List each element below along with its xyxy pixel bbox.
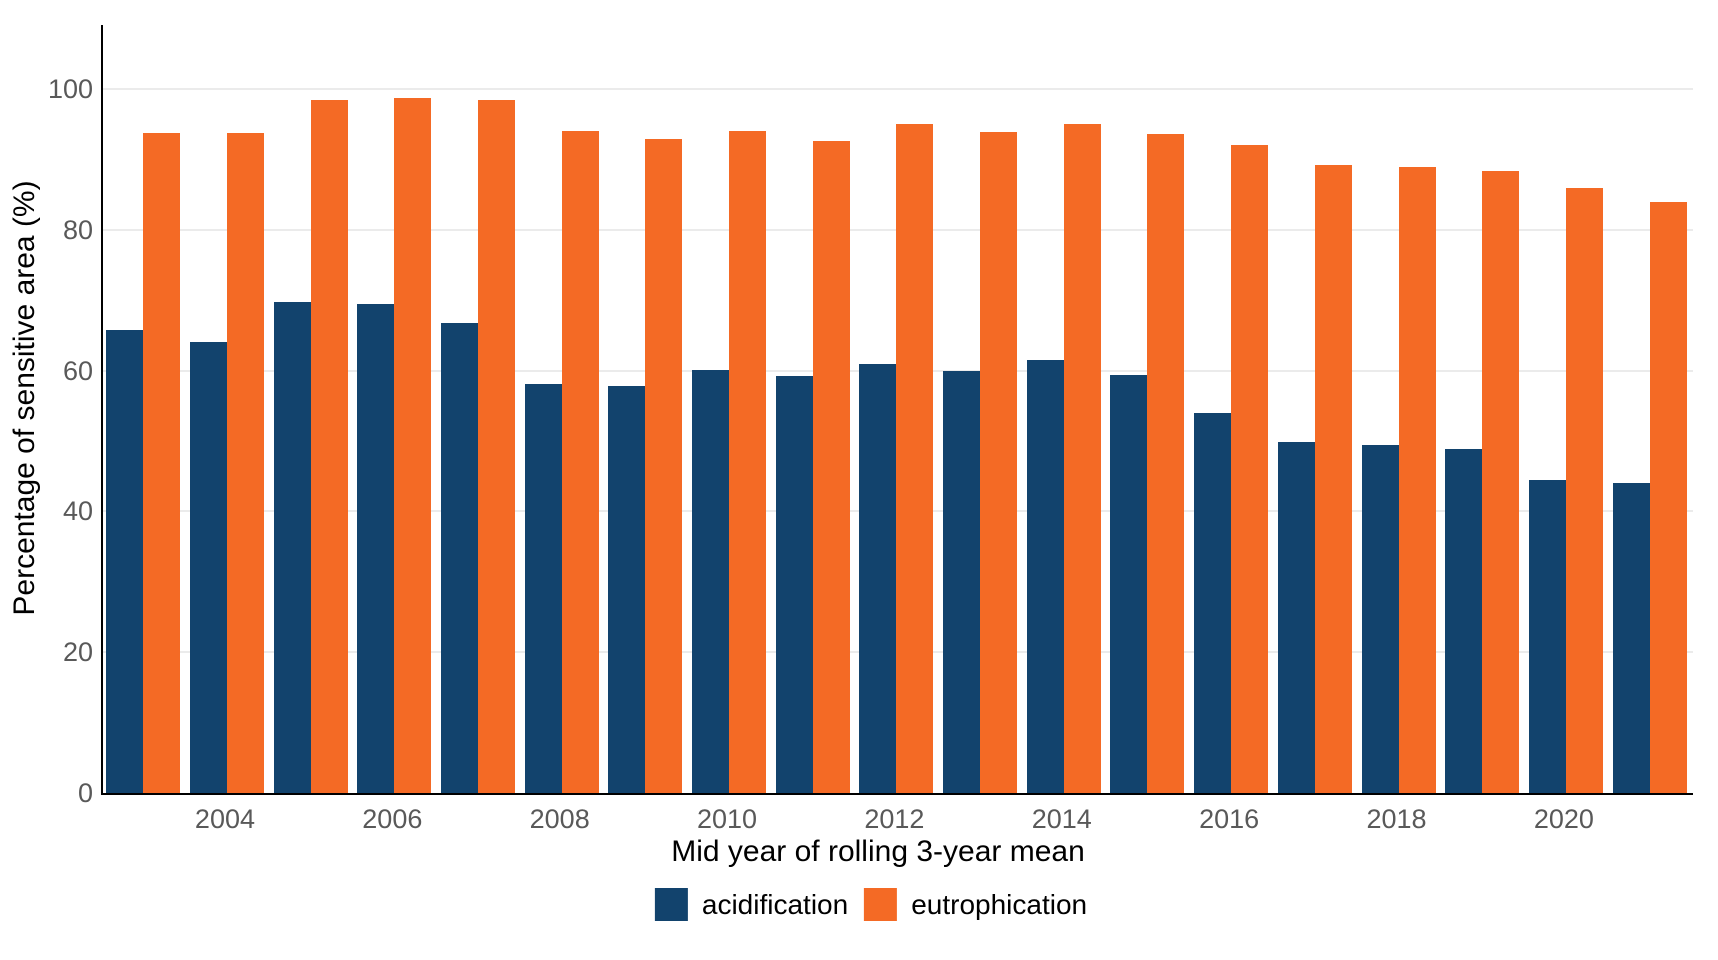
plot-area — [101, 25, 1693, 795]
bar-acidification-2014 — [1026, 360, 1064, 793]
bar-eutrophication-2009 — [645, 138, 683, 793]
bar-acidification-2007 — [441, 323, 479, 793]
bar-acidification-2018 — [1361, 445, 1399, 793]
x-tick-label-2014: 2014 — [1031, 804, 1092, 834]
x-tick-label-2020: 2020 — [1533, 804, 1594, 834]
bar-acidification-2021 — [1612, 483, 1650, 793]
bar-eutrophication-2005 — [310, 100, 348, 793]
y-tick-label-20: 20 — [62, 637, 93, 668]
bar-eutrophication-2007 — [478, 99, 516, 793]
legend-entry-eutrophication: eutrophication — [864, 888, 1087, 921]
x-tick-label-2012: 2012 — [864, 804, 925, 834]
bar-eutrophication-2003 — [143, 132, 181, 793]
bar-eutrophication-2016 — [1231, 145, 1269, 793]
bar-eutrophication-2006 — [394, 98, 432, 793]
bar-acidification-2012 — [859, 363, 897, 793]
legend-entry-acidification: acidification — [654, 888, 849, 921]
x-tick-label-2018: 2018 — [1366, 804, 1427, 834]
x-tick-label-2004: 2004 — [194, 804, 255, 834]
bar-eutrophication-2015 — [1147, 134, 1185, 793]
x-tick-label-2006: 2006 — [362, 804, 423, 834]
bar-acidification-2015 — [1110, 374, 1148, 793]
bar-eutrophication-2004 — [226, 133, 264, 793]
bar-acidification-2019 — [1445, 449, 1483, 793]
bar-acidification-2011 — [775, 376, 813, 793]
bar-acidification-2006 — [357, 304, 395, 793]
bar-eutrophication-2010 — [729, 131, 767, 793]
bar-acidification-2016 — [1194, 412, 1232, 793]
bar-eutrophication-2019 — [1482, 170, 1520, 793]
bar-eutrophication-2014 — [1063, 123, 1101, 793]
y-tick-label-100: 100 — [47, 74, 93, 104]
y-tick-label-0: 0 — [77, 778, 93, 808]
acidification-swatch — [654, 888, 688, 921]
bar-acidification-2017 — [1277, 442, 1315, 793]
y-tick-label-60: 60 — [62, 355, 93, 386]
x-tick-label-2016: 2016 — [1199, 804, 1260, 834]
bar-eutrophication-2021 — [1649, 201, 1687, 793]
bar-eutrophication-2020 — [1565, 188, 1603, 793]
bar-eutrophication-2018 — [1398, 167, 1436, 793]
x-tick-label-2008: 2008 — [529, 804, 590, 834]
eutrophication-legend-label: eutrophication — [911, 889, 1088, 920]
y-tick-label-40: 40 — [62, 496, 93, 527]
eutrophication-swatch — [864, 888, 898, 921]
bar-acidification-2013 — [943, 370, 981, 793]
legend: acidification eutrophication — [654, 888, 1087, 921]
y-axis-title: Percentage of sensitive area (%) — [8, 180, 41, 616]
bar-acidification-2009 — [608, 386, 646, 793]
bar-eutrophication-2013 — [980, 131, 1018, 793]
bar-eutrophication-2017 — [1314, 165, 1352, 793]
bar-acidification-2008 — [524, 383, 562, 793]
acidification-legend-label: acidification — [701, 889, 849, 920]
x-tick-label-2010: 2010 — [697, 804, 758, 834]
bar-acidification-2020 — [1528, 480, 1566, 793]
bar-eutrophication-2008 — [561, 130, 599, 793]
x-axis-title: Mid year of rolling 3-year mean — [671, 835, 1085, 868]
bar-acidification-2010 — [692, 369, 730, 793]
gridline-100 — [103, 88, 1693, 90]
bar-acidification-2003 — [106, 330, 144, 793]
bar-eutrophication-2012 — [896, 124, 934, 793]
bar-acidification-2005 — [273, 301, 311, 793]
bar-acidification-2004 — [189, 342, 227, 793]
y-tick-label-80: 80 — [62, 214, 93, 245]
bar-eutrophication-2011 — [812, 141, 850, 793]
